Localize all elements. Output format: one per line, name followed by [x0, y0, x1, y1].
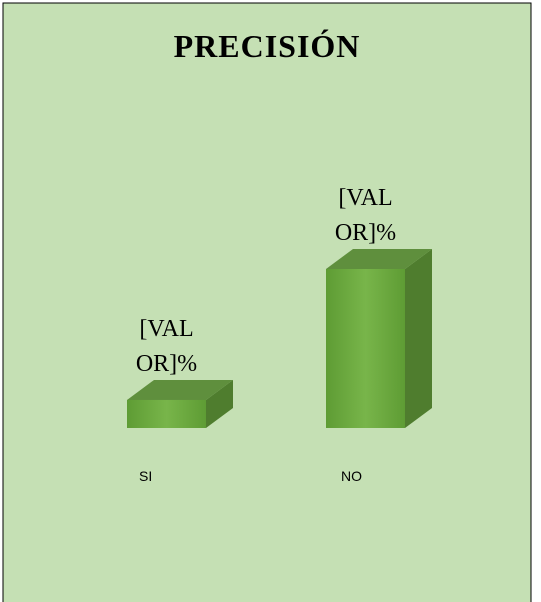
chart-area	[2, 2, 532, 602]
data-label: [VALOR]%	[135, 315, 198, 377]
x-tick-label: SI	[139, 468, 153, 484]
bar-side	[206, 379, 233, 428]
bar	[326, 269, 405, 428]
chart-title: PRECISIÓN	[173, 28, 361, 64]
bar-top	[127, 379, 233, 400]
bar-top	[326, 249, 432, 269]
bar	[127, 399, 206, 428]
bar-side	[405, 249, 432, 428]
x-tick-label: NO	[341, 468, 362, 484]
data-label: [VALOR]%	[334, 185, 397, 246]
